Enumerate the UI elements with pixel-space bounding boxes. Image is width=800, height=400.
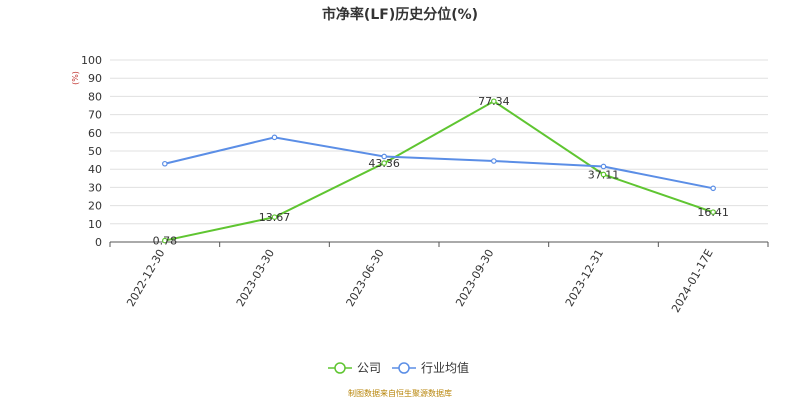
data-point — [710, 209, 716, 215]
legend-item-0[interactable]: 公司 — [328, 361, 381, 375]
series-line-0 — [164, 100, 714, 242]
data-label: 37.11 — [588, 168, 620, 181]
data-point — [600, 163, 607, 170]
axes: 0 10 20 30 40 50 60 70 80 90 100 2022-12-30 2023-03-… — [81, 54, 769, 315]
legend[interactable]: 公司 行业均值 — [328, 360, 469, 375]
x-tick-label: 2023-03-30 — [234, 247, 277, 309]
x-tick-label: 2023-06-30 — [344, 247, 387, 309]
data-label: 16.41 — [697, 206, 729, 219]
data-label: 0.78 — [153, 235, 178, 248]
y-tick-label: 10 — [88, 218, 102, 231]
y-tick-label: 70 — [88, 109, 102, 122]
data-point — [271, 134, 278, 141]
chart-title: 市净率(LF)历史分位(%) — [322, 6, 478, 23]
y-tick-label: 40 — [88, 163, 102, 176]
y-tick-label: 90 — [88, 72, 102, 85]
legend-marker-icon — [334, 362, 346, 374]
data-point — [491, 98, 497, 105]
x-tick-label: 2023-09-30 — [453, 247, 496, 309]
data-point — [381, 160, 387, 166]
data-point — [162, 160, 168, 167]
data-point — [381, 153, 387, 160]
y-tick-label: 50 — [88, 145, 102, 158]
series — [162, 98, 716, 244]
y-tick-label: 20 — [88, 200, 102, 213]
y-axis-unit: (%) — [71, 71, 80, 85]
data-labels: 0.78 13.67 43.36 77.34 37.11 16.41 — [153, 95, 729, 247]
y-tick-label: 0 — [95, 236, 102, 249]
data-label: 13.67 — [259, 211, 291, 224]
y-tick-label: 100 — [81, 54, 102, 67]
footer-source: 制图数据来自恒生聚源数据库 — [348, 388, 452, 398]
legend-marker-icon — [398, 362, 410, 374]
data-point — [491, 158, 497, 164]
x-tick-label: 2023-12-31 — [563, 247, 606, 309]
data-point — [710, 185, 716, 192]
legend-item-1[interactable]: 行业均值 — [392, 360, 469, 375]
legend-label: 行业均值 — [421, 360, 469, 375]
series-line-1 — [164, 136, 714, 190]
data-point — [162, 237, 168, 244]
data-point — [600, 171, 607, 178]
y-tick-label: 60 — [88, 127, 102, 140]
x-tick-label: 2022-12-30 — [124, 247, 167, 309]
data-point — [271, 214, 278, 220]
x-tick-label: 2024-01-17E — [669, 247, 716, 315]
data-label: 77.34 — [478, 95, 510, 108]
legend-label: 公司 — [357, 361, 381, 375]
y-tick-label: 80 — [88, 90, 102, 103]
data-label: 43.36 — [368, 157, 400, 170]
grid — [110, 59, 768, 225]
y-tick-label: 30 — [88, 181, 102, 194]
